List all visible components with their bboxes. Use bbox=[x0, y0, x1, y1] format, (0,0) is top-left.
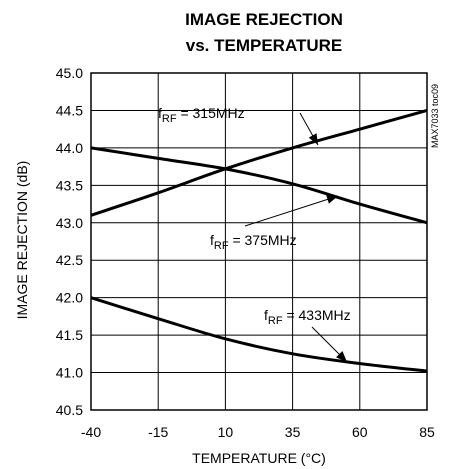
arrow-head bbox=[326, 195, 338, 204]
arrow-315mhz bbox=[299, 112, 319, 146]
arrow-head bbox=[336, 351, 347, 362]
series-line-315mhz bbox=[90, 108, 428, 217]
x-tick-label: 85 bbox=[419, 424, 435, 440]
y-tick-label: 42.5 bbox=[56, 252, 83, 268]
label-375mhz: fRF = 375MHz bbox=[210, 232, 297, 252]
y-tick-label: 41.0 bbox=[56, 365, 83, 381]
arrow-375mhz bbox=[244, 195, 339, 227]
axis-ticks: 40.5 41.0 41.5 42.0 42.5 43.0 43.5 44.0 44.5 45.0… bbox=[56, 65, 435, 440]
label-433mhz: fRF = 433MHz bbox=[264, 307, 351, 327]
label-315mhz: fRF = 315MHz bbox=[158, 105, 245, 125]
arrow-433mhz bbox=[311, 326, 348, 363]
y-tick-label: 42.0 bbox=[56, 290, 83, 306]
y-tick-label: 43.0 bbox=[56, 215, 83, 231]
chart-title-line1: IMAGE REJECTION bbox=[185, 10, 343, 29]
y-tick-label: 43.5 bbox=[56, 177, 83, 193]
x-tick-label: -15 bbox=[148, 424, 168, 440]
arrow-shaft bbox=[244, 195, 339, 227]
data-curves bbox=[90, 108, 428, 373]
plot-frame bbox=[90, 72, 428, 411]
x-tick-label: 35 bbox=[285, 424, 301, 440]
y-tick-label: 44.5 bbox=[56, 102, 83, 118]
y-axis-label: IMAGE REJECTION (dB) bbox=[14, 161, 30, 320]
figure-code: MAX7033 toc09 bbox=[430, 84, 440, 148]
y-tick-label: 45.0 bbox=[56, 65, 83, 81]
y-tick-label: 44.0 bbox=[56, 140, 83, 156]
y-tick-label: 40.5 bbox=[56, 402, 83, 418]
y-tick-label: 41.5 bbox=[56, 327, 83, 343]
series-line-375mhz bbox=[90, 146, 428, 225]
x-tick-label: -40 bbox=[81, 424, 101, 440]
series-line-433mhz bbox=[90, 296, 428, 373]
series-annotations: fRF = 315MHz fRF = 375MHz fRF = 433MHz bbox=[158, 105, 351, 363]
x-axis-label: TEMPERATURE (°C) bbox=[192, 450, 326, 466]
x-tick-label: 10 bbox=[218, 424, 234, 440]
x-tick-label: 60 bbox=[352, 424, 368, 440]
chart-title-line2: vs. TEMPERATURE bbox=[186, 36, 343, 55]
arrow-head bbox=[308, 133, 318, 145]
